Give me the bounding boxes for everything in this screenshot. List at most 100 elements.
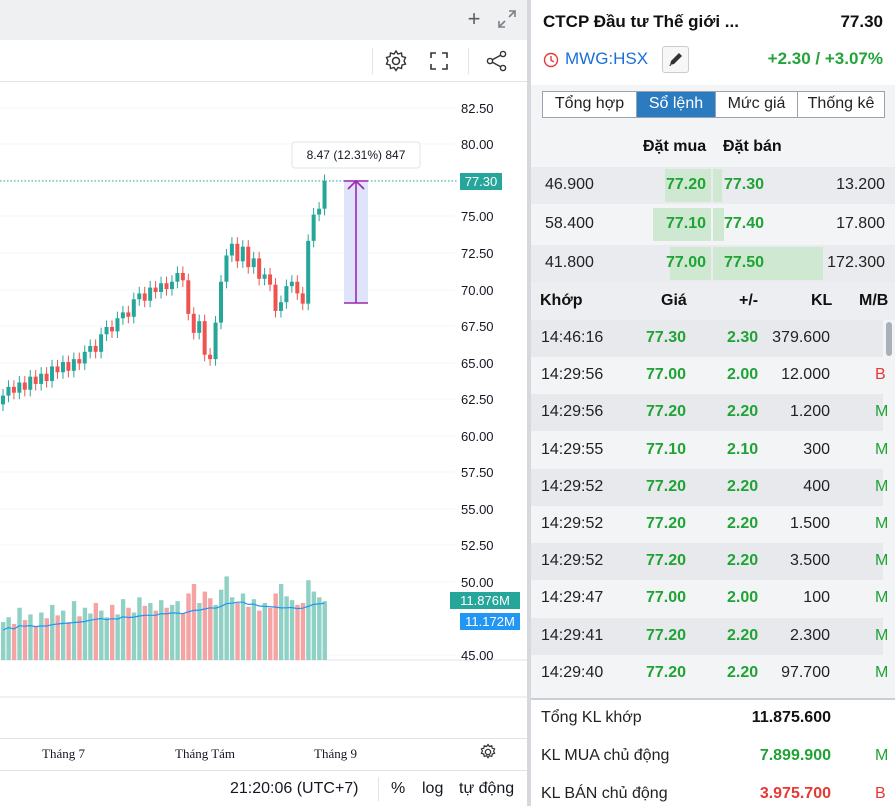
volume-bar	[55, 615, 60, 660]
trade-volume: 400	[803, 477, 830, 495]
trade-row[interactable]: 14:29:56 77.20 2.20 1.200 M	[531, 394, 888, 432]
tab-muc-gia[interactable]: Mức giá	[716, 92, 798, 117]
time-axis[interactable]: Tháng 7 Tháng Tám Tháng 9	[0, 738, 527, 768]
add-chart-icon[interactable]: +	[467, 6, 481, 31]
volume-bar	[311, 591, 317, 660]
trade-row[interactable]: 14:46:16 77.30 2.30 379.600	[531, 320, 883, 357]
trade-row[interactable]: 14:29:40 77.20 2.20 97.700 M	[531, 655, 888, 692]
orderbook-row[interactable]: 41.800 77.00 77.50 172.300	[531, 245, 895, 282]
bid-price[interactable]: 77.20	[666, 176, 707, 193]
summary-side: M	[875, 747, 889, 764]
stock-header: CTCP Đầu tư Thế giới ... 77.30 MWG:HSX +…	[531, 0, 895, 85]
trade-volume: 1.500	[789, 515, 830, 532]
trade-side: M	[875, 477, 889, 495]
candle-body	[28, 376, 33, 390]
volume-bar	[60, 610, 66, 660]
trade-row[interactable]: 14:29:55 77.10 2.10 300 M	[531, 432, 888, 469]
trade-volume: 1.200	[789, 403, 830, 421]
percent-scale-button[interactable]: %	[391, 780, 406, 797]
trade-price: 77.20	[646, 477, 687, 495]
tab-thong-ke[interactable]: Thống kê	[807, 95, 875, 112]
volume-bar	[219, 589, 224, 660]
volume-tag-1: 11.876M	[450, 592, 520, 609]
ask-price[interactable]: 77.50	[724, 254, 765, 271]
settings-gear-icon[interactable]	[382, 47, 410, 75]
trade-price: 77.20	[646, 626, 687, 644]
ask-header: Đặt bán	[723, 138, 782, 155]
last-price-tag: 77.30	[460, 173, 502, 190]
price-change: +2.30 / +3.07%	[767, 49, 883, 68]
ask-price[interactable]: 77.40	[724, 215, 765, 232]
trade-row[interactable]: 14:29:52 77.20 2.20 400 M	[531, 468, 888, 506]
volume-bar	[71, 601, 77, 660]
volume-bar	[148, 603, 153, 660]
trade-row[interactable]: 14:29:52 77.20 2.20 1.500 M	[531, 506, 888, 543]
ticker-symbol[interactable]: MWG:HSX	[565, 49, 649, 68]
candle-body	[6, 386, 11, 396]
trade-row[interactable]: 14:29:52 77.20 2.20 3.500 M	[531, 543, 888, 581]
trade-change: 2.20	[727, 626, 759, 644]
volume-bar	[1, 622, 6, 660]
trades-header: Khớp Giá +/- KL M/B	[531, 282, 895, 320]
auto-scale-button[interactable]: tự động	[459, 780, 515, 797]
trades-scrollbar[interactable]	[886, 322, 892, 356]
trade-side: B	[875, 366, 886, 384]
price-axis-label: 57.50	[461, 465, 494, 480]
trade-row[interactable]: 14:29:41 77.20 2.20 2.300 M	[531, 617, 888, 655]
bid-price[interactable]: 77.10	[666, 215, 707, 232]
trade-volume: 300	[803, 440, 830, 458]
volume-bar	[229, 597, 235, 660]
volume-bar	[39, 612, 44, 660]
trade-price: 77.20	[646, 663, 687, 681]
candle-body	[159, 283, 164, 292]
edit-symbol-button[interactable]	[662, 46, 689, 73]
trade-row[interactable]: 14:29:47 77.00 2.00 100 M	[531, 580, 888, 617]
fullscreen-icon[interactable]	[425, 47, 453, 75]
volume-bar	[268, 607, 273, 660]
volume-bar	[50, 604, 55, 660]
trade-time: 14:29:52	[541, 477, 604, 495]
trade-change: 2.10	[727, 440, 759, 458]
time-axis-settings-icon[interactable]	[478, 742, 498, 762]
volume-bar	[213, 604, 218, 660]
candle-body	[180, 272, 185, 281]
orderbook-row[interactable]: 58.400 77.10 77.40 17.800	[531, 206, 895, 243]
candlestick-chart[interactable]: 8.47 (12.31%) 847 82.5080.0077.5075.0072…	[0, 82, 527, 738]
current-price: 77.30	[840, 12, 883, 31]
volume-bar	[153, 610, 158, 660]
volume-bar	[180, 613, 186, 660]
log-scale-button[interactable]: log	[422, 780, 444, 797]
trade-change: 2.20	[727, 663, 759, 681]
trade-time: 14:29:52	[541, 552, 604, 570]
bid-price[interactable]: 77.00	[666, 254, 707, 271]
orderbook-row[interactable]: 46.900 77.20 77.30 13.200	[531, 167, 895, 204]
candle-body	[110, 327, 114, 332]
volume-bar	[289, 600, 295, 660]
trade-price: 77.30	[646, 329, 687, 346]
tab-so-lenh[interactable]: Sổ lệnh	[637, 92, 716, 117]
candle-body	[17, 382, 22, 393]
candle-body	[104, 327, 109, 335]
fullscreen-expand-icon[interactable]	[494, 6, 520, 32]
trade-price: 77.10	[646, 440, 687, 458]
candle-body	[1, 395, 5, 405]
bid-depth-bar	[670, 247, 711, 280]
bid-header: Đặt mua	[643, 138, 707, 155]
trade-time: 14:29:56	[541, 366, 604, 384]
price-axis-label: 82.50	[461, 101, 494, 116]
share-icon[interactable]	[483, 47, 511, 75]
price-axis-label: 75.00	[461, 209, 494, 224]
trade-time: 14:29:55	[541, 440, 604, 458]
candle-body	[50, 366, 55, 382]
volume-bar	[77, 616, 82, 660]
candle-body	[306, 240, 311, 304]
ask-volume: 13.200	[836, 176, 885, 193]
candle-body	[224, 255, 229, 282]
trade-row[interactable]: 14:29:56 77.00 2.00 12.000 B	[531, 357, 886, 394]
trade-side: M	[875, 663, 889, 681]
ask-price[interactable]: 77.30	[724, 176, 765, 193]
candle-body	[22, 382, 27, 390]
candle-body	[300, 293, 305, 304]
tab-tong-hop[interactable]: Tổng hợp	[543, 92, 637, 117]
candle-body	[39, 373, 44, 384]
